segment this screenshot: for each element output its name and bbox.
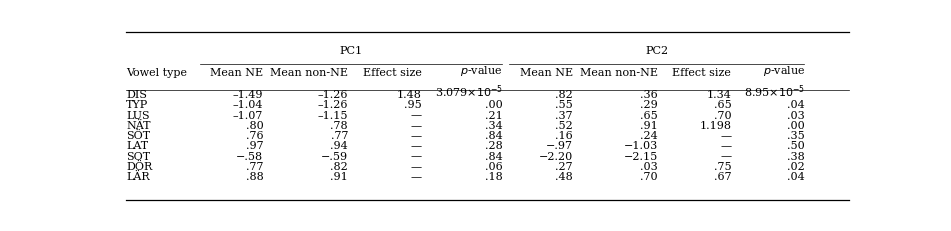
Text: DÖR: DÖR [126,161,152,171]
Text: .34: .34 [485,120,503,130]
Text: –1.49: –1.49 [233,90,263,100]
Text: $p$-value: $p$-value [460,64,503,78]
Text: –1.26: –1.26 [318,100,348,110]
Text: TYP: TYP [126,100,148,110]
Text: −2.20: −2.20 [538,151,573,161]
Text: Effect size: Effect size [363,67,422,78]
Text: .16: .16 [555,131,573,140]
Text: .18: .18 [485,171,503,181]
Text: .02: .02 [787,161,805,171]
Text: .78: .78 [330,120,348,130]
Text: .24: .24 [640,131,658,140]
Text: .94: .94 [330,141,348,151]
Text: .50: .50 [787,141,805,151]
Text: .03: .03 [640,161,658,171]
Text: LUS: LUS [126,110,150,120]
Text: SOT: SOT [126,151,150,161]
Text: .84: .84 [485,131,503,140]
Text: —: — [411,161,422,171]
Text: .36: .36 [640,90,658,100]
Text: .00: .00 [485,100,503,110]
Text: SÖT: SÖT [126,131,150,140]
Text: .00: .00 [787,120,805,130]
Text: .55: .55 [555,100,573,110]
Text: .82: .82 [555,90,573,100]
Text: —: — [720,141,731,151]
Text: PC2: PC2 [646,45,669,55]
Text: .97: .97 [245,141,263,151]
Text: −.97: −.97 [546,141,573,151]
Text: —: — [411,110,422,120]
Text: –1.07: –1.07 [233,110,263,120]
Text: Effect size: Effect size [672,67,731,78]
Text: Vowel type: Vowel type [126,67,187,78]
Text: Mean non-NE: Mean non-NE [270,67,348,78]
Text: PC1: PC1 [340,45,362,55]
Text: .80: .80 [245,120,263,130]
Text: .70: .70 [713,110,731,120]
Text: .65: .65 [640,110,658,120]
Text: .82: .82 [330,161,348,171]
Text: .65: .65 [713,100,731,110]
Text: −2.15: −2.15 [624,151,658,161]
Text: .35: .35 [787,131,805,140]
Text: −1.03: −1.03 [624,141,658,151]
Text: .77: .77 [331,131,348,140]
Text: .91: .91 [640,120,658,130]
Text: .48: .48 [555,171,573,181]
Text: Mean NE: Mean NE [520,67,573,78]
Text: .67: .67 [713,171,731,181]
Text: —: — [411,131,422,140]
Text: .04: .04 [787,171,805,181]
Text: $p$-value: $p$-value [763,64,805,78]
Text: .75: .75 [713,161,731,171]
Text: −.58: −.58 [236,151,263,161]
Text: 1.48: 1.48 [397,90,422,100]
Text: —: — [720,151,731,161]
Text: .27: .27 [555,161,573,171]
Text: —: — [411,141,422,151]
Text: LAT: LAT [126,141,148,151]
Text: .38: .38 [787,151,805,161]
Text: —: — [411,171,422,181]
Text: .84: .84 [485,151,503,161]
Text: —: — [411,151,422,161]
Text: —: — [720,131,731,140]
Text: 8.95$\times10^{-5}$: 8.95$\times10^{-5}$ [744,83,805,100]
Text: .88: .88 [245,171,263,181]
Text: –1.04: –1.04 [233,100,263,110]
Text: .77: .77 [245,161,263,171]
Text: –1.15: –1.15 [318,110,348,120]
Text: .29: .29 [640,100,658,110]
Text: Mean non-NE: Mean non-NE [580,67,658,78]
Text: .52: .52 [555,120,573,130]
Text: 1.198: 1.198 [699,120,731,130]
Text: .76: .76 [245,131,263,140]
Text: NÄT: NÄT [126,120,151,130]
Text: .06: .06 [485,161,503,171]
Text: —: — [411,120,422,130]
Text: LÄR: LÄR [126,171,150,181]
Text: .91: .91 [330,171,348,181]
Text: .70: .70 [640,171,658,181]
Text: DIS: DIS [126,90,147,100]
Text: .95: .95 [404,100,422,110]
Text: –1.26: –1.26 [318,90,348,100]
Text: Mean NE: Mean NE [210,67,263,78]
Text: 3.079$\times10^{-5}$: 3.079$\times10^{-5}$ [435,83,503,100]
Text: .37: .37 [555,110,573,120]
Text: .04: .04 [787,100,805,110]
Text: .28: .28 [485,141,503,151]
Text: .03: .03 [787,110,805,120]
Text: 1.34: 1.34 [707,90,731,100]
Text: .21: .21 [485,110,503,120]
Text: −.59: −.59 [321,151,348,161]
